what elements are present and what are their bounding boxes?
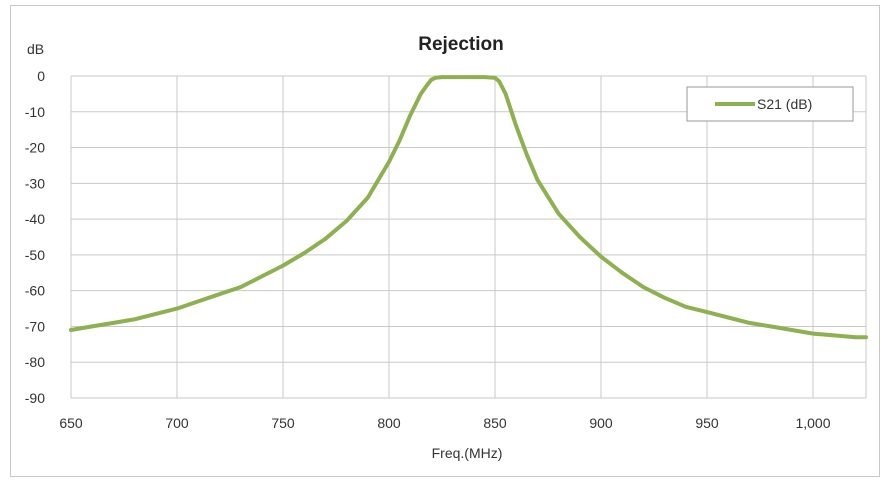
data-point (705, 310, 709, 314)
data-point (397, 138, 402, 143)
y-axis-label: dB (27, 41, 44, 57)
data-point (482, 75, 487, 79)
data-point (433, 75, 438, 80)
data-point (344, 219, 349, 223)
series-line (69, 75, 868, 340)
data-point (419, 92, 423, 96)
data-point (811, 331, 815, 336)
data-point (726, 315, 730, 320)
data-point (196, 299, 200, 304)
data-point (302, 251, 307, 255)
data-point (641, 285, 646, 289)
data-point (768, 324, 773, 329)
data-point (238, 285, 243, 289)
data-point (154, 312, 158, 316)
data-point (790, 328, 794, 332)
data-point (497, 79, 502, 84)
legend-label: S21 (dB) (757, 96, 812, 112)
chart-frame: 0 -10 -20 -30 -40 -50 -60 -70 -80 -90 650 700 750 800… (10, 5, 880, 477)
data-point (525, 152, 529, 157)
data-point (503, 92, 508, 96)
data-point (832, 333, 836, 338)
legend: S21 (dB) (686, 86, 854, 122)
data-point (281, 263, 285, 268)
axes: 0 -10 -20 -30 -40 -50 -60 -70 -80 -90 650 700 750 800… (25, 68, 831, 431)
y-tick-label: -80 (25, 354, 45, 370)
x-tick-label: 850 (483, 415, 507, 431)
data-point (440, 75, 444, 79)
x-tick-label: 950 (695, 415, 719, 431)
data-point (599, 254, 603, 259)
x-tick-label: 800 (377, 415, 401, 431)
data-point (684, 304, 688, 309)
data-point (620, 270, 624, 275)
y-tick-label: -90 (25, 390, 45, 406)
data-point (662, 296, 667, 300)
data-point (217, 292, 222, 297)
data-point (175, 306, 179, 311)
series-layer (69, 75, 868, 340)
y-tick-label: 0 (37, 68, 45, 84)
data-point (578, 235, 582, 239)
data-point (425, 83, 429, 87)
data-point (472, 75, 476, 79)
data-point (493, 75, 497, 80)
data-point (514, 124, 518, 128)
data-point (111, 321, 116, 325)
x-tick-label: 900 (589, 415, 613, 431)
x-tick-label: 700 (165, 415, 189, 431)
rejection-chart: 0 -10 -20 -30 -40 -50 -60 -70 -80 -90 650 700 750 800… (25, 34, 868, 461)
data-point (864, 335, 868, 339)
data-point (853, 335, 858, 339)
y-tick-label: -70 (25, 318, 45, 334)
data-point (132, 317, 137, 322)
y-tick-label: -20 (25, 140, 45, 156)
x-tick-label: 1,000 (795, 415, 830, 431)
data-point (387, 160, 391, 164)
y-tick-label: -10 (25, 104, 45, 120)
data-point (90, 324, 94, 329)
data-point (366, 195, 370, 200)
data-point (408, 113, 413, 118)
y-tick-label: -30 (25, 175, 45, 191)
data-point (556, 211, 561, 216)
y-tick-label: -60 (25, 283, 45, 299)
data-point (69, 328, 73, 332)
data-point (323, 236, 328, 241)
x-tick-label: 650 (59, 415, 83, 431)
chart-title: Rejection (418, 34, 504, 55)
data-point (535, 177, 540, 182)
y-tick-label: -40 (25, 211, 45, 227)
data-point (260, 274, 264, 279)
data-point (450, 75, 455, 79)
y-tick-label: -50 (25, 247, 45, 263)
data-point (429, 77, 434, 82)
grid (70, 75, 867, 399)
x-axis-label: Freq.(MHz) (432, 445, 503, 461)
legend-box (686, 86, 854, 122)
x-tick-label: 750 (271, 415, 295, 431)
data-point (747, 321, 752, 325)
